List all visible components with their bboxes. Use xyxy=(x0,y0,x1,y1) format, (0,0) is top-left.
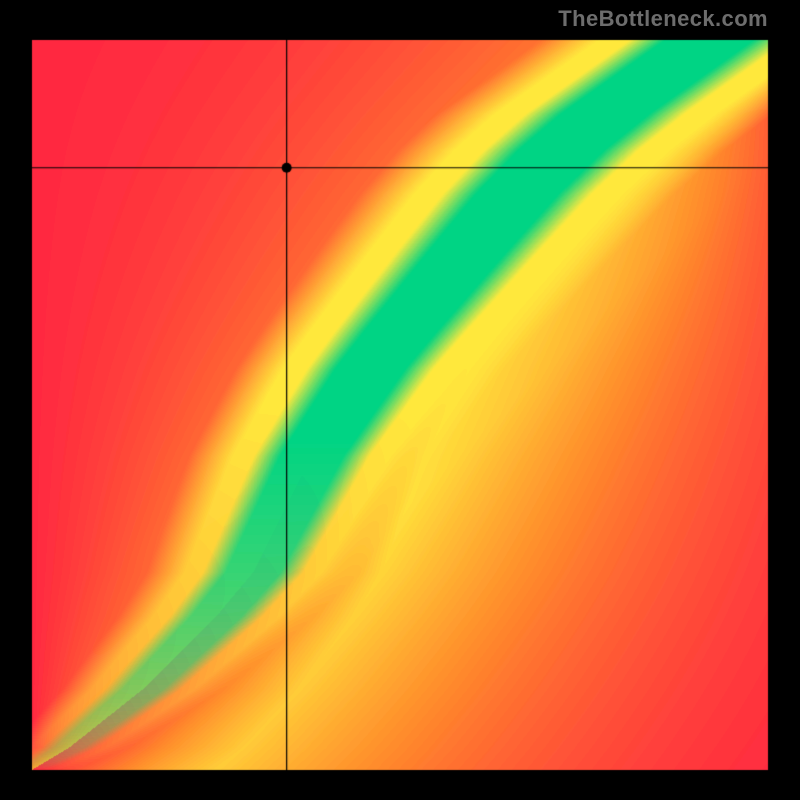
heatmap-canvas xyxy=(0,0,800,800)
watermark-text: TheBottleneck.com xyxy=(558,6,768,32)
chart-container: TheBottleneck.com xyxy=(0,0,800,800)
